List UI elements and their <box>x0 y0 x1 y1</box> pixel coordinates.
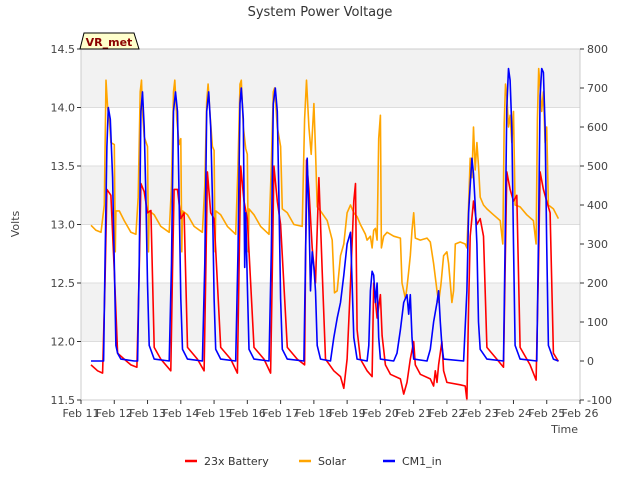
x-tick-label: Feb 17 <box>262 407 299 420</box>
legend-label-23x-battery: 23x Battery <box>204 455 269 468</box>
y-tick-label: 11.5 <box>51 394 76 407</box>
x-tick-label: Feb 13 <box>129 407 166 420</box>
series-line-23x-battery <box>90 159 560 401</box>
badge-label: VR_met <box>86 36 133 49</box>
y2-tick-label: 0 <box>587 355 594 368</box>
x-tick-label: Feb 14 <box>162 407 199 420</box>
y-tick-label: 13.0 <box>51 219 76 232</box>
background-band <box>81 341 580 400</box>
y2-tick-label: -100 <box>587 394 612 407</box>
x-tick-label: Feb 21 <box>395 407 432 420</box>
chart-title: System Power Voltage <box>248 5 393 20</box>
series-line-cm1-in <box>91 67 559 362</box>
y-axis-right: -100 0 100 200 300 400 500 600 700 800 <box>580 43 612 407</box>
x-tick-label: Feb 11 <box>63 407 100 420</box>
x-tick-label: Feb 19 <box>329 407 366 420</box>
y-tick-label: 13.5 <box>51 160 76 173</box>
legend-label-solar: Solar <box>318 455 347 468</box>
x-tick-label: Feb 20 <box>362 407 399 420</box>
x-tick-label: Feb 22 <box>428 407 465 420</box>
y-tick-label: 12.0 <box>51 336 76 349</box>
background-band-shaded <box>81 49 580 108</box>
y-tick-label: 12.5 <box>51 277 76 290</box>
station-badge: VR_met <box>79 32 140 50</box>
y-tick-label: 14.5 <box>51 43 76 56</box>
y-axis-left: 11.5 12.0 12.5 13.0 13.5 14.0 14.5 <box>51 43 81 407</box>
x-tick-label: Feb 15 <box>196 407 233 420</box>
background-band-shaded <box>81 283 580 342</box>
x-tick-label: Feb 18 <box>295 407 332 420</box>
y2-tick-label: 200 <box>587 277 608 290</box>
y2-tick-label: 700 <box>587 82 608 95</box>
y2-tick-label: 300 <box>587 238 608 251</box>
x-tick-label: Feb 12 <box>96 407 133 420</box>
series-layer <box>90 67 560 401</box>
y2-tick-label: 500 <box>587 160 608 173</box>
x-tick-label: Feb 16 <box>229 407 266 420</box>
y-tick-label: 14.0 <box>51 102 76 115</box>
background-band-shaded <box>81 166 580 225</box>
x-axis-title: Time <box>550 423 578 436</box>
y2-tick-label: 100 <box>587 316 608 329</box>
y-axis-title: Volts <box>9 210 22 237</box>
x-tick-label: Feb 25 <box>528 407 565 420</box>
y2-tick-label: 600 <box>587 121 608 134</box>
y2-tick-label: 400 <box>587 199 608 212</box>
y2-tick-label: 800 <box>587 43 608 56</box>
legend-label-cm1-in: CM1_in <box>402 455 442 468</box>
plot-background-bands <box>81 49 580 400</box>
x-tick-label: Feb 23 <box>462 407 499 420</box>
background-band <box>81 107 580 166</box>
legend: 23x Battery Solar CM1_in <box>185 455 442 468</box>
x-tick-label: Feb 24 <box>495 407 532 420</box>
x-tick-label: Feb 26 <box>562 407 599 420</box>
badge-shape <box>79 32 140 50</box>
